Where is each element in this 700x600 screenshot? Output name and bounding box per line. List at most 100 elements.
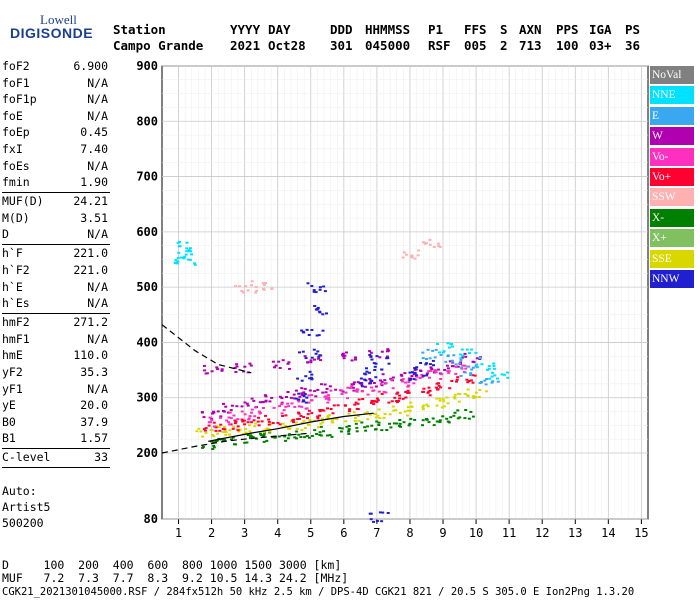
echo-point [370,401,373,404]
echo-point [422,404,426,407]
echo-point [347,428,351,431]
echo-point [176,260,180,263]
echo-point [354,422,358,425]
echo-point [434,369,438,372]
echo-point [380,350,384,353]
echo-point [454,363,458,366]
echo-point [305,435,309,437]
parameter-label: h`Es [2,296,30,311]
echo-point [219,423,223,426]
header-col-value: 713 [519,38,542,53]
echo-point [310,412,314,415]
echo-point [405,414,409,417]
echo-point [285,396,288,398]
echo-point [427,370,431,373]
echo-point [223,428,227,431]
echo-point [318,414,322,417]
echo-point [360,382,364,384]
echo-point [199,430,203,433]
echo-point [231,427,235,430]
echo-point [448,360,452,363]
echo-point [382,416,386,419]
echo-point [431,417,435,420]
echo-point [317,357,320,360]
echo-point [313,429,317,432]
echo-point [459,361,463,364]
echo-point [366,418,370,421]
echo-point [257,424,261,427]
echo-point [295,427,299,430]
echo-point [318,288,322,291]
echo-point [430,368,434,370]
echo-point [222,410,226,413]
echo-point [391,376,395,379]
echo-point [203,429,207,432]
echo-point [401,397,405,400]
echo-point [267,423,271,426]
trace-curve [208,412,374,442]
echo-point [187,249,191,252]
echo-point [380,429,384,432]
header-col-value: 301 [330,38,353,53]
echo-point [249,435,252,438]
echo-point [246,421,250,424]
echo-point [460,348,464,351]
echo-point [297,412,301,415]
echo-point [218,429,222,432]
echo-point [445,364,449,367]
x-tick-label: 13 [568,526,582,540]
echo-point [426,391,430,394]
echo-point [427,386,431,389]
echo-point [415,366,419,369]
x-tick-label: 1 [175,526,182,540]
echo-point [374,362,378,365]
echo-point [380,368,384,371]
echo-point [280,412,284,415]
echo-point [453,396,457,399]
echo-point [334,388,338,391]
echo-point [354,358,357,361]
echo-point [406,409,410,412]
echo-point [318,409,322,411]
echo-point [395,422,399,425]
echo-point [230,404,234,407]
echo-point [364,373,368,376]
header-col-value: 03+ [589,38,612,53]
echo-point [347,425,351,427]
echo-point [307,424,311,427]
echo-point [447,346,451,349]
echo-point [449,343,453,346]
parameter-value: N/A [87,296,108,311]
echo-point [431,359,435,362]
echo-point [352,411,356,414]
echo-point [214,425,218,428]
echo-point [269,423,273,425]
echo-point [203,364,206,367]
echo-point [434,348,438,351]
echo-point [202,416,206,419]
echo-point [448,387,452,390]
echo-point [211,434,214,436]
echo-point [327,397,331,400]
echo-point [228,433,231,436]
x-tick-label: 12 [535,526,549,540]
echo-point [225,419,229,422]
echo-point [412,382,416,385]
echo-point [380,393,384,395]
echo-point [342,357,346,360]
echo-point [341,353,344,356]
parameter-label: D [2,227,9,242]
parameter-label: C-level [2,450,51,465]
parameter-value: N/A [87,279,108,294]
echo-point [460,366,464,369]
echo-point [259,434,263,437]
echo-point [378,417,382,419]
echo-point [281,359,285,362]
echo-point [280,397,284,400]
echo-point [250,280,254,283]
echo-point [467,417,471,420]
parameter-value: 271.2 [73,315,108,330]
echo-point [264,395,268,398]
x-tick-label: 6 [340,526,347,540]
echo-point [435,397,439,400]
